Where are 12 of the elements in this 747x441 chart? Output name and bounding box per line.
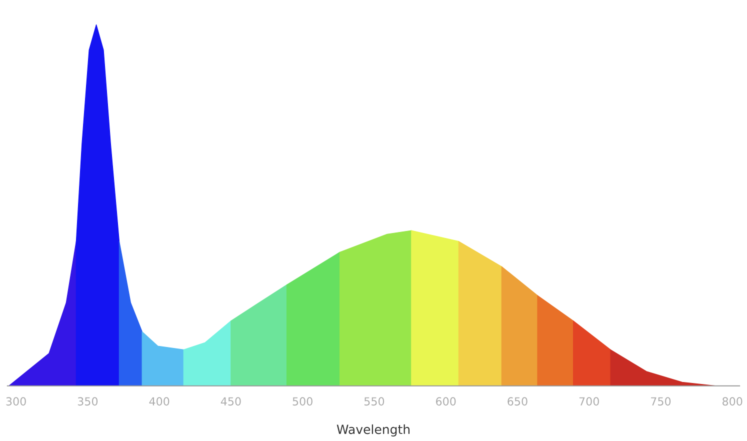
- x-tick-label: 600: [436, 397, 456, 406]
- x-tick-label: 650: [508, 397, 528, 406]
- x-tick-label: 450: [220, 397, 241, 406]
- x-tick-label: 550: [364, 397, 384, 406]
- x-tick-label: 500: [292, 397, 312, 406]
- x-tick-label: 300: [6, 397, 26, 406]
- x-tick-label: 400: [149, 397, 170, 406]
- x-axis-title: Wavelength: [336, 424, 410, 437]
- x-tick-label: 800: [722, 397, 742, 406]
- x-tick-label: 350: [78, 397, 98, 406]
- x-tick-label: 700: [579, 397, 599, 406]
- x-tick-label: 750: [651, 397, 671, 406]
